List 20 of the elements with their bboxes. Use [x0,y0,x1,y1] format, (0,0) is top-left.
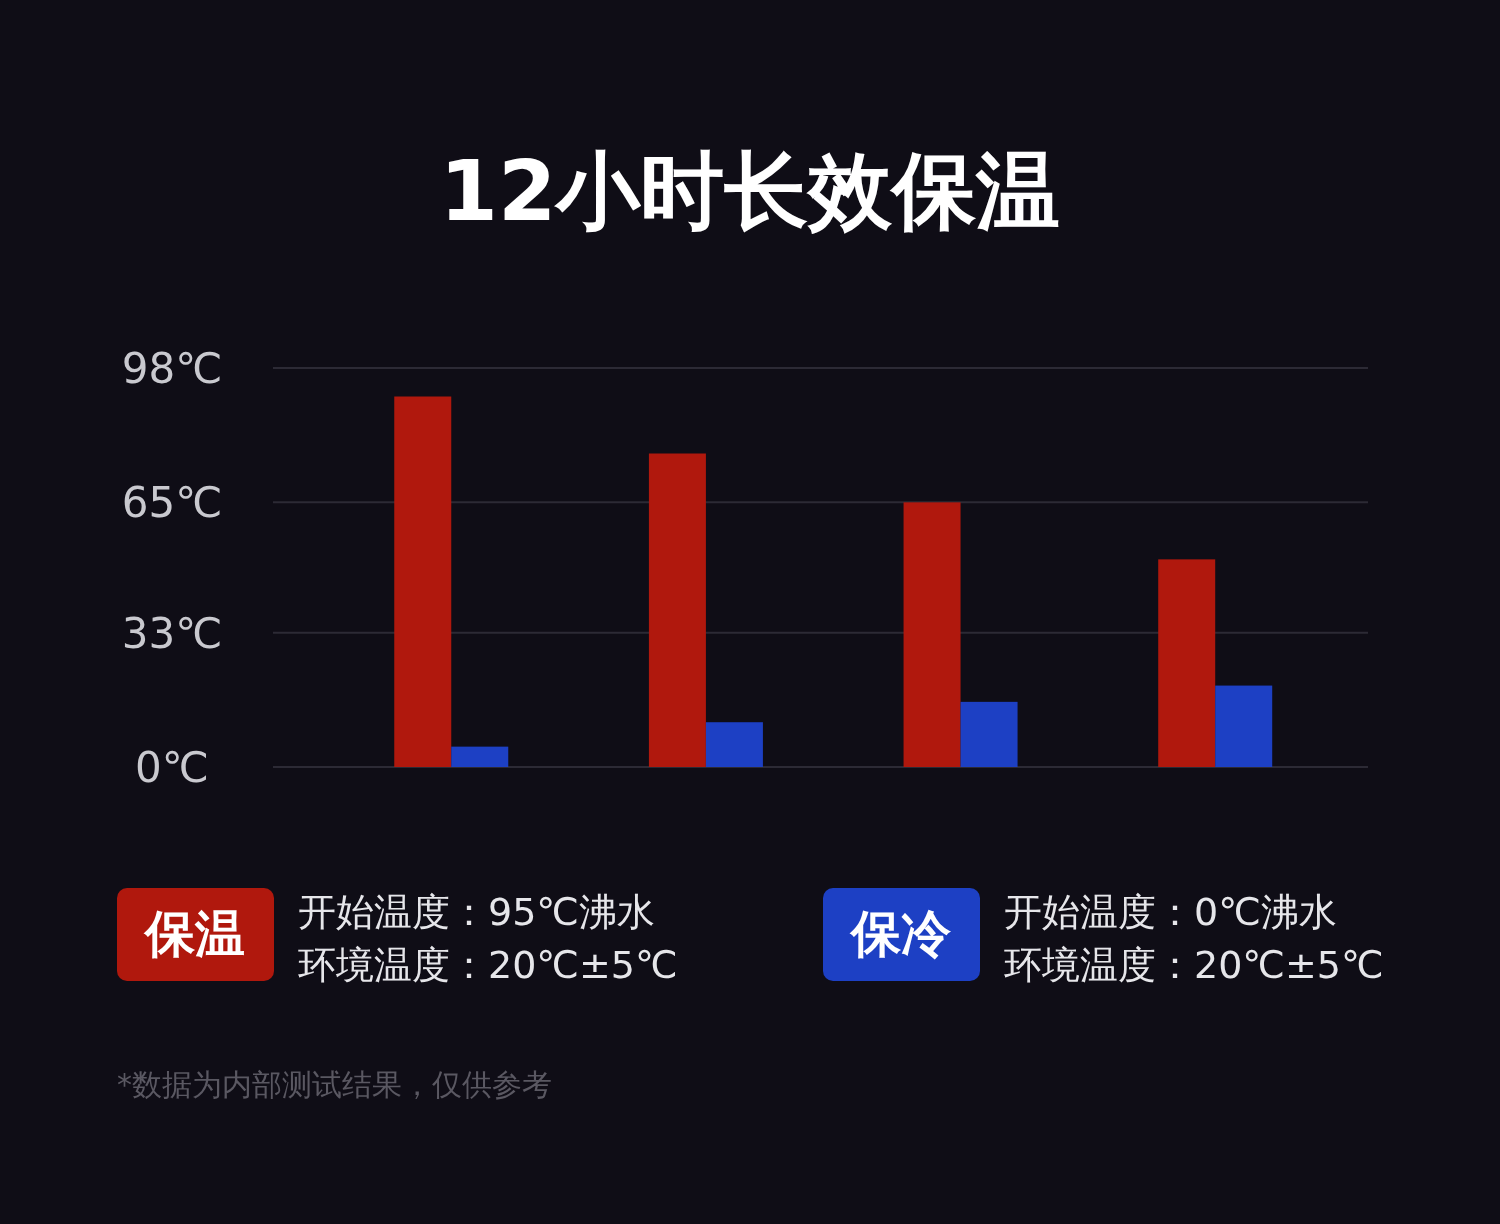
text: 开始温度：95℃沸水 [298,890,656,934]
text: 环境温度：20℃±5℃ [298,943,678,987]
y-tick-label: 65℃ [121,478,223,528]
text: *数据为内部测试结果，仅供参考 [117,1067,552,1102]
y-tick-label: 0℃ [135,743,209,792]
y-tick-label: 33℃ [121,608,223,658]
text: 保冷 [849,905,952,963]
y-tick-label: 98℃ [121,344,223,393]
chart-title: 12小时长效保温 [439,142,1061,240]
bar [903,502,961,767]
text: 环境温度：20℃±5℃ [1004,943,1384,987]
bar [1215,685,1273,767]
bar [960,701,1018,767]
bar [1158,559,1216,767]
bar [705,722,763,767]
text: 开始温度：0℃沸水 [1004,890,1337,934]
text: 保温 [143,905,245,963]
bar [648,453,706,767]
bar [394,396,452,767]
bar [451,746,509,767]
